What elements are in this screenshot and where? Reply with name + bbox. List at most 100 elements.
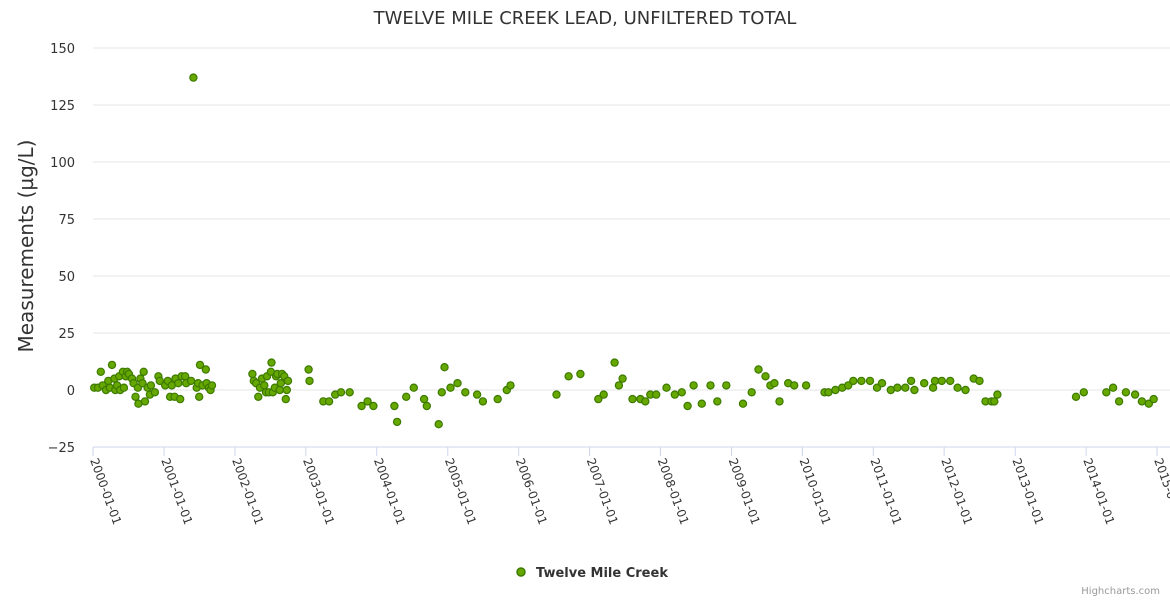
data-point[interactable] — [1102, 388, 1111, 397]
data-point[interactable] — [844, 381, 853, 390]
data-point[interactable] — [552, 390, 561, 399]
data-point[interactable] — [683, 401, 692, 411]
data-point[interactable] — [1130, 390, 1140, 399]
data-point[interactable] — [901, 383, 910, 392]
data-point[interactable] — [937, 376, 947, 386]
data-point[interactable] — [628, 394, 637, 404]
data-point[interactable] — [305, 376, 314, 386]
data-point[interactable] — [267, 358, 276, 367]
data-point[interactable] — [357, 401, 366, 411]
data-point[interactable] — [174, 379, 183, 388]
data-point[interactable] — [930, 376, 940, 386]
data-point[interactable] — [993, 390, 1002, 399]
data-point[interactable] — [369, 401, 378, 411]
data-point[interactable] — [478, 397, 488, 406]
data-point[interactable] — [689, 381, 698, 390]
data-point[interactable] — [599, 390, 608, 399]
data-point[interactable] — [437, 388, 446, 397]
credits-link[interactable]: Highcharts.com — [1081, 586, 1160, 597]
data-point[interactable] — [877, 379, 887, 388]
data-point[interactable] — [139, 367, 148, 376]
data-point[interactable] — [493, 394, 502, 404]
data-point[interactable] — [610, 358, 619, 367]
data-point[interactable] — [975, 376, 984, 386]
data-point[interactable] — [96, 367, 106, 376]
data-point[interactable] — [928, 383, 938, 392]
data-point[interactable] — [564, 372, 573, 381]
data-point[interactable] — [641, 397, 650, 406]
data-point[interactable] — [910, 385, 919, 395]
data-point[interactable] — [345, 388, 354, 397]
data-point[interactable] — [775, 397, 784, 406]
data-point[interactable] — [920, 379, 929, 388]
data-point[interactable] — [697, 399, 707, 408]
data-point[interactable] — [865, 376, 875, 386]
data-point[interactable] — [138, 379, 147, 388]
data-point[interactable] — [1121, 388, 1131, 397]
data-point[interactable] — [1137, 397, 1147, 406]
data-point[interactable] — [453, 379, 462, 388]
data-point[interactable] — [207, 381, 217, 390]
data-point[interactable] — [402, 392, 411, 401]
data-point[interactable] — [670, 390, 680, 399]
data-point[interactable] — [461, 388, 470, 397]
data-point[interactable] — [150, 388, 160, 397]
data-point[interactable] — [175, 394, 185, 404]
data-point[interactable] — [195, 360, 205, 370]
legend-symbol[interactable] — [516, 567, 526, 577]
data-point[interactable] — [409, 383, 418, 392]
data-point[interactable] — [189, 73, 198, 82]
data-point[interactable] — [1149, 394, 1158, 404]
data-point[interactable] — [434, 420, 443, 429]
data-point[interactable] — [790, 381, 799, 390]
data-point[interactable] — [283, 376, 293, 386]
data-point[interactable] — [506, 381, 515, 390]
data-point[interactable] — [281, 394, 290, 404]
data-point[interactable] — [254, 392, 263, 401]
data-point[interactable] — [713, 397, 722, 406]
data-point[interactable] — [446, 383, 455, 392]
data-point[interactable] — [576, 369, 585, 379]
data-point[interactable] — [422, 401, 431, 411]
data-point[interactable] — [1071, 392, 1081, 401]
data-point[interactable] — [1114, 397, 1124, 406]
data-point[interactable] — [440, 363, 449, 372]
data-point[interactable] — [155, 376, 164, 386]
data-point[interactable] — [831, 385, 840, 395]
data-point[interactable] — [754, 365, 763, 374]
data-point[interactable] — [990, 397, 999, 406]
data-point[interactable] — [201, 365, 210, 374]
data-point[interactable] — [119, 383, 129, 392]
data-point[interactable] — [363, 397, 372, 406]
data-point[interactable] — [594, 394, 603, 404]
data-point[interactable] — [738, 399, 748, 408]
data-point[interactable] — [107, 360, 117, 370]
data-point[interactable] — [801, 381, 811, 390]
data-point[interactable] — [275, 385, 284, 395]
data-point[interactable] — [893, 383, 902, 392]
data-point[interactable] — [652, 390, 661, 399]
data-point[interactable] — [824, 388, 833, 397]
data-point[interactable] — [722, 381, 731, 390]
data-point[interactable] — [614, 381, 624, 390]
data-point[interactable] — [961, 385, 970, 395]
data-point[interactable] — [946, 376, 955, 386]
data-point[interactable] — [194, 392, 204, 401]
data-point[interactable] — [747, 388, 756, 397]
data-point[interactable] — [1108, 383, 1118, 392]
data-point[interactable] — [276, 379, 285, 388]
data-point[interactable] — [419, 394, 429, 404]
data-point[interactable] — [677, 388, 687, 397]
data-point[interactable] — [761, 372, 770, 381]
data-point[interactable] — [304, 365, 313, 374]
data-point[interactable] — [1079, 388, 1089, 397]
data-point[interactable] — [618, 374, 627, 383]
data-point[interactable] — [392, 417, 402, 427]
data-point[interactable] — [706, 381, 715, 390]
data-point[interactable] — [324, 397, 334, 406]
legend[interactable]: Twelve Mile Creek — [516, 566, 668, 581]
data-point[interactable] — [248, 369, 257, 379]
data-point[interactable] — [260, 381, 269, 390]
data-point[interactable] — [146, 381, 156, 390]
data-point[interactable] — [953, 383, 962, 392]
